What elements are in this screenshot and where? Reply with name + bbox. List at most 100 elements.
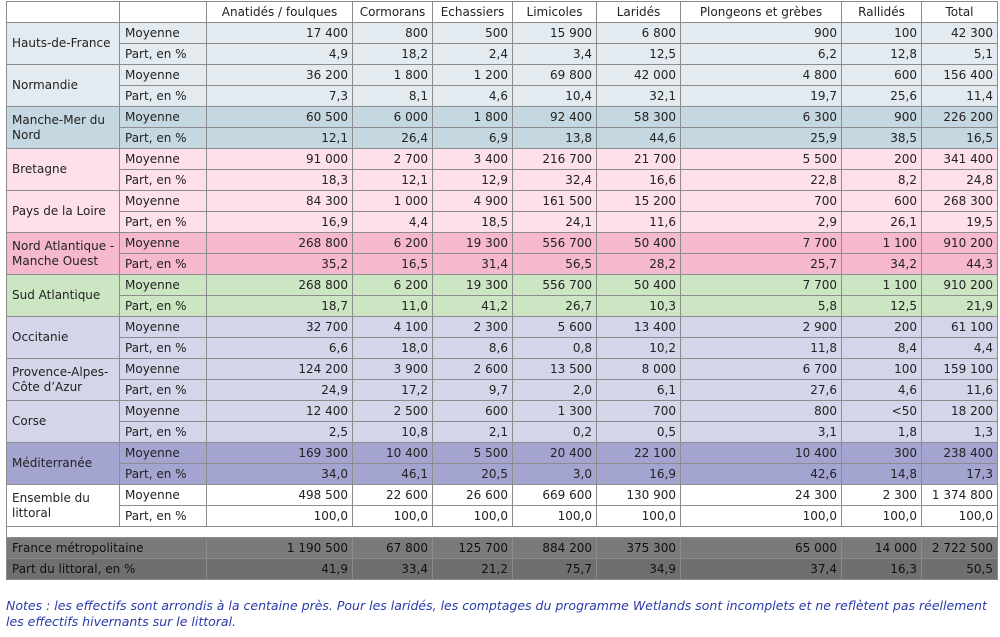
value-cell: 42 300 [921,22,998,44]
value-cell: 44,3 [921,253,998,275]
summary-value: 884 200 [512,537,597,559]
value-cell: 124 200 [206,358,353,380]
value-cell: 13 500 [512,358,597,380]
value-cell: 18,5 [432,211,513,233]
value-cell: 100 [841,22,922,44]
value-cell: 18,3 [206,169,353,191]
summary-row: France métropolitaine 1 190 500 67 800 125 … [6,537,998,559]
value-cell: 910 200 [921,274,998,296]
value-cell: 46,1 [352,463,433,485]
table-row: Provence-Alpes-Côte d’Azur Moyenne 124 200… [6,358,998,401]
table-row: Manche-Mer du Nord Moyenne 60 500 6 000 1 80… [6,106,998,149]
value-cell: 13 400 [596,316,681,338]
region-name: Pays de la Loire [6,190,120,233]
value-cell: 169 300 [206,442,353,464]
measure-label: Moyenne [119,190,207,212]
table-row: Normandie Moyenne 36 200 1 800 1 200 69 800 42… [6,64,998,107]
value-cell: 556 700 [512,232,597,254]
value-cell: 69 800 [512,64,597,86]
value-cell: 200 [841,316,922,338]
value-cell: 268 800 [206,232,353,254]
measure-label: Part, en % [119,253,207,275]
value-cell: 12,1 [206,127,353,149]
value-cell: 28,2 [596,253,681,275]
value-cell: 2 600 [432,358,513,380]
value-cell: 1,8 [841,421,922,443]
column-header: Laridés [596,1,681,23]
value-cell: 4,9 [206,43,353,65]
value-cell: 238 400 [921,442,998,464]
measure-label: Part, en % [119,505,207,527]
value-cell: 42 000 [596,64,681,86]
value-cell: 58 300 [596,106,681,128]
summary-label: France métropolitaine [6,537,207,559]
summary-value: 75,7 [512,558,597,580]
value-cell: 60 500 [206,106,353,128]
measure-label: Moyenne [119,22,207,44]
value-cell: 600 [841,190,922,212]
summary-value: 34,9 [596,558,681,580]
value-cell: 1 100 [841,274,922,296]
value-cell: 6 000 [352,106,433,128]
summary-value: 41,9 [206,558,353,580]
table-row: Part, en % 7,3 8,1 4,6 10,4 32,1 19,7 25,6 11,4 [6,85,998,107]
value-cell: 1 800 [352,64,433,86]
value-cell: 6,1 [596,379,681,401]
value-cell: 1 800 [432,106,513,128]
table-row: Part, en % 24,9 17,2 9,7 2,0 6,1 27,6 4,6 11,6 [6,379,998,401]
value-cell: 12 400 [206,400,353,422]
table-row: Pays de la Loire Moyenne 84 300 1 000 4 900 1… [6,190,998,233]
value-cell: 8,1 [352,85,433,107]
value-cell: 6 800 [596,22,681,44]
value-cell: 3 900 [352,358,433,380]
value-cell: 36 200 [206,64,353,86]
value-cell: 19,5 [921,211,998,233]
region-name: Bretagne [6,148,120,191]
spacer-row [6,526,998,538]
value-cell: 24,1 [512,211,597,233]
table-row: Part, en % 18,7 11,0 41,2 26,7 10,3 5,8 12,5 21,… [6,295,998,317]
value-cell: 100,0 [841,505,922,527]
value-cell: 17,2 [352,379,433,401]
table-row: Méditerranée Moyenne 169 300 10 400 5 500 20 … [6,442,998,485]
summary-value: 2 722 500 [921,537,998,559]
value-cell: 18,2 [352,43,433,65]
table-row: Part, en % 2,5 10,8 2,1 0,2 0,5 3,1 1,8 1,3 [6,421,998,443]
value-cell: 10,8 [352,421,433,443]
value-cell: 910 200 [921,232,998,254]
value-cell: 100 [841,358,922,380]
region-name: Provence-Alpes-Côte d’Azur [6,358,120,401]
value-cell: 1 374 800 [921,484,998,506]
value-cell: 7 700 [680,232,842,254]
value-cell: 14,8 [841,463,922,485]
value-cell: 17,3 [921,463,998,485]
value-cell: 3 400 [432,148,513,170]
value-cell: 92 400 [512,106,597,128]
value-cell: 0,2 [512,421,597,443]
value-cell: 669 600 [512,484,597,506]
value-cell: 17 400 [206,22,353,44]
summary-label: Part du littoral, en % [6,558,207,580]
value-cell: 268 300 [921,190,998,212]
value-cell: 2 700 [352,148,433,170]
value-cell: 18,7 [206,295,353,317]
value-cell: 50 400 [596,274,681,296]
table-row: Part, en % 16,9 4,4 18,5 24,1 11,6 2,9 26,1 19,5 [6,211,998,233]
column-header: Limicoles [512,1,597,23]
spacer-cell [6,526,998,538]
summary-value: 50,5 [921,558,998,580]
value-cell: 8,6 [432,337,513,359]
value-cell: 21,9 [921,295,998,317]
value-cell: 24,8 [921,169,998,191]
value-cell: 24,9 [206,379,353,401]
value-cell: 38,5 [841,127,922,149]
value-cell: 19,7 [680,85,842,107]
value-cell: 300 [841,442,922,464]
summary-value: 37,4 [680,558,842,580]
value-cell: 10,3 [596,295,681,317]
table-body: Hauts-de-France Moyenne 17 400 800 500 15 900… [6,22,998,580]
measure-label: Moyenne [119,442,207,464]
table-notes: Notes : les effectifs sont arrondis à la… [6,598,987,629]
value-cell: 6,6 [206,337,353,359]
value-cell: 6,2 [680,43,842,65]
